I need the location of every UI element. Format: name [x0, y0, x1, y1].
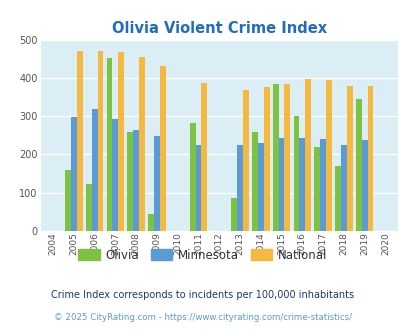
Bar [305, 79, 310, 231]
Bar [284, 84, 290, 231]
Bar [367, 86, 373, 231]
Bar [320, 139, 325, 231]
Bar [160, 66, 165, 231]
Bar [272, 84, 278, 231]
Bar [148, 214, 153, 231]
Bar [65, 170, 71, 231]
Bar [263, 87, 269, 231]
Bar [133, 130, 139, 231]
Bar [361, 140, 367, 231]
Bar [313, 147, 320, 231]
Bar [92, 109, 97, 231]
Bar [237, 145, 242, 231]
Bar [340, 145, 346, 231]
Bar [334, 166, 340, 231]
Bar [86, 184, 92, 231]
Legend: Olivia, Minnesota, National: Olivia, Minnesota, National [74, 244, 331, 266]
Bar [71, 116, 77, 231]
Bar [298, 138, 305, 231]
Bar [201, 83, 207, 231]
Bar [189, 123, 195, 231]
Bar [257, 143, 263, 231]
Bar [77, 51, 82, 231]
Title: Olivia Violent Crime Index: Olivia Violent Crime Index [111, 21, 326, 36]
Bar [107, 58, 112, 231]
Bar [97, 51, 103, 231]
Bar [293, 116, 298, 231]
Bar [278, 138, 284, 231]
Bar [118, 52, 124, 231]
Bar [127, 132, 133, 231]
Bar [355, 99, 361, 231]
Bar [195, 145, 201, 231]
Bar [153, 136, 160, 231]
Bar [112, 119, 118, 231]
Bar [346, 85, 352, 231]
Bar [252, 132, 257, 231]
Bar [231, 198, 237, 231]
Bar [139, 57, 145, 231]
Text: © 2025 CityRating.com - https://www.cityrating.com/crime-statistics/: © 2025 CityRating.com - https://www.city… [54, 313, 351, 322]
Bar [325, 80, 331, 231]
Bar [242, 90, 248, 231]
Text: Crime Index corresponds to incidents per 100,000 inhabitants: Crime Index corresponds to incidents per… [51, 290, 354, 300]
